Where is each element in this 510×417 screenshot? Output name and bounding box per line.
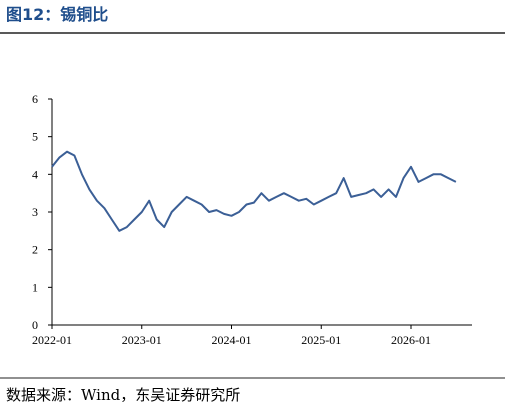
y-tick-label: 1 (32, 280, 38, 294)
y-tick-label: 0 (32, 318, 38, 332)
x-tick-label: 2026-01 (391, 333, 431, 347)
x-tick-label: 2023-01 (122, 333, 162, 347)
chart-title: 图12：锡铜比 (6, 5, 108, 24)
x-tick-label: 2024-01 (212, 333, 252, 347)
y-tick-label: 2 (32, 243, 38, 257)
y-tick-label: 3 (32, 205, 38, 219)
x-tick-label: 2025-01 (301, 333, 341, 347)
source-note: 数据来源：Wind，东吴证券研究所 (6, 386, 240, 404)
y-tick-label: 5 (32, 130, 38, 144)
data-line (51, 150, 457, 232)
x-tick-label: 2022-01 (32, 333, 72, 347)
y-tick-label: 4 (32, 167, 38, 181)
y-tick-label: 6 (32, 92, 38, 106)
